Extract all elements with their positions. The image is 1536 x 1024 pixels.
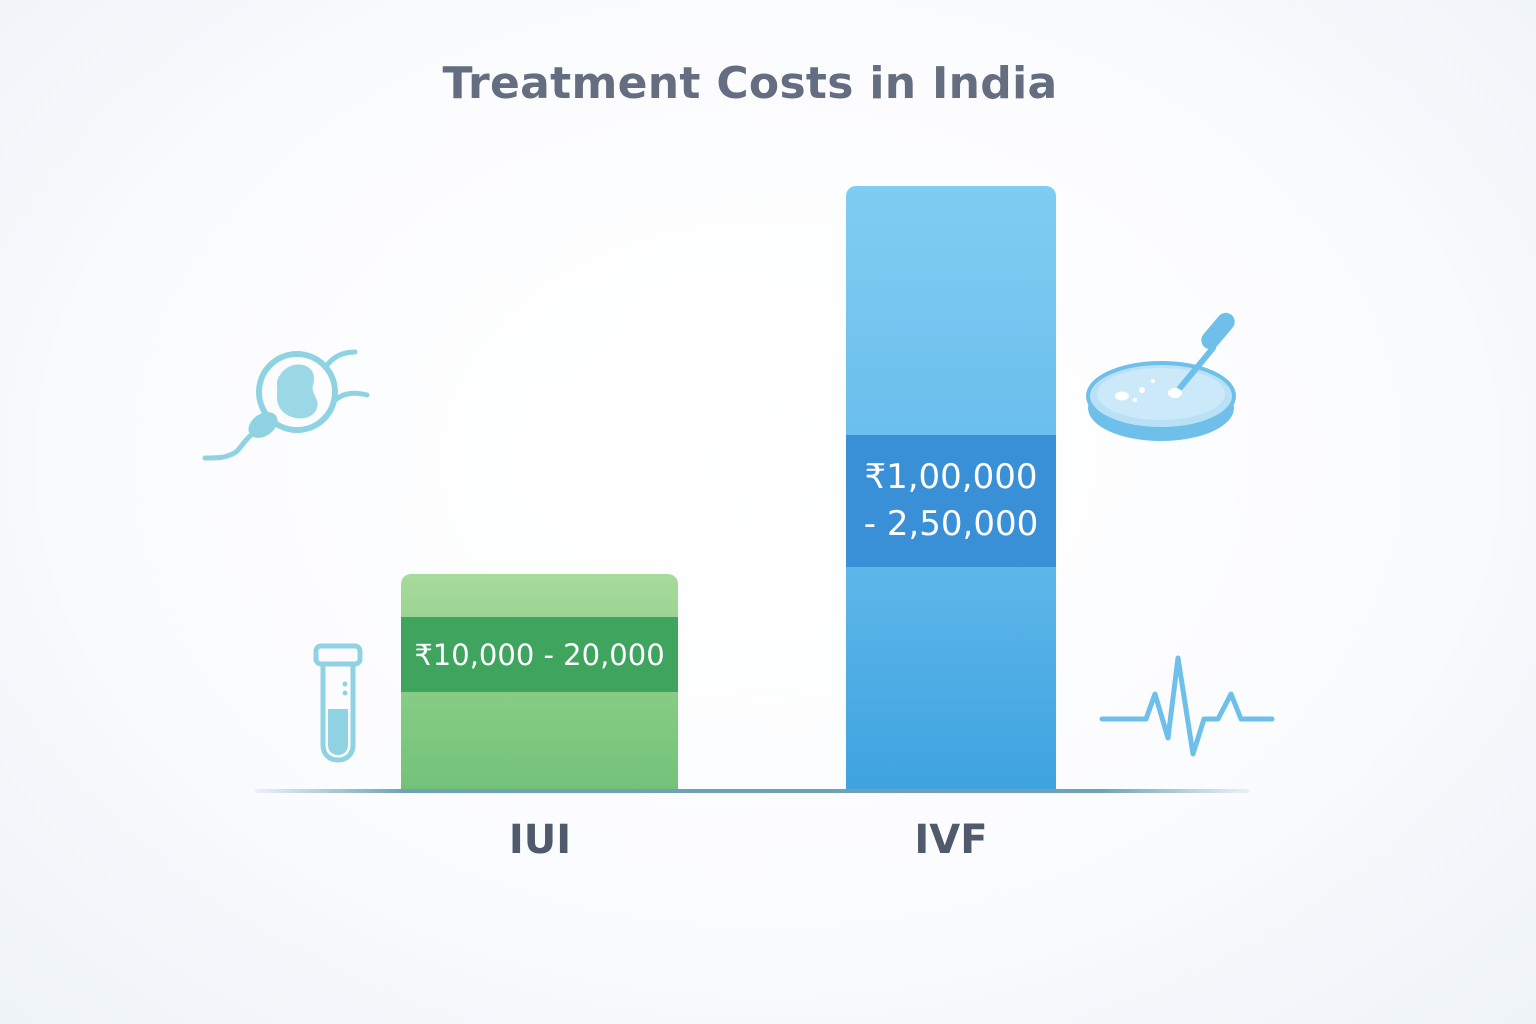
- bar-ivf-value-line2: - 2,50,000: [863, 504, 1039, 544]
- x-label-ivf: IVF: [914, 817, 988, 863]
- sperm-egg-icon: [202, 349, 370, 461]
- x-axis-baseline: [255, 789, 1250, 793]
- bar-ivf-value-line1: ₹1,00,000: [864, 457, 1038, 497]
- petri-dish-pipette-icon: [1086, 312, 1236, 441]
- bar-iui-value-label: ₹10,000 - 20,000: [401, 617, 678, 692]
- x-label-iui: IUI: [508, 817, 572, 863]
- bar-iui: ₹10,000 - 20,000: [401, 574, 678, 791]
- bar-ivf: ₹1,00,000 - 2,50,000: [846, 186, 1056, 791]
- chart-title: Treatment Costs in India: [442, 58, 1058, 109]
- test-tube-icon: [313, 643, 363, 763]
- heartbeat-icon: [1099, 655, 1275, 757]
- bar-ivf-value-label: ₹1,00,000 - 2,50,000: [846, 435, 1056, 567]
